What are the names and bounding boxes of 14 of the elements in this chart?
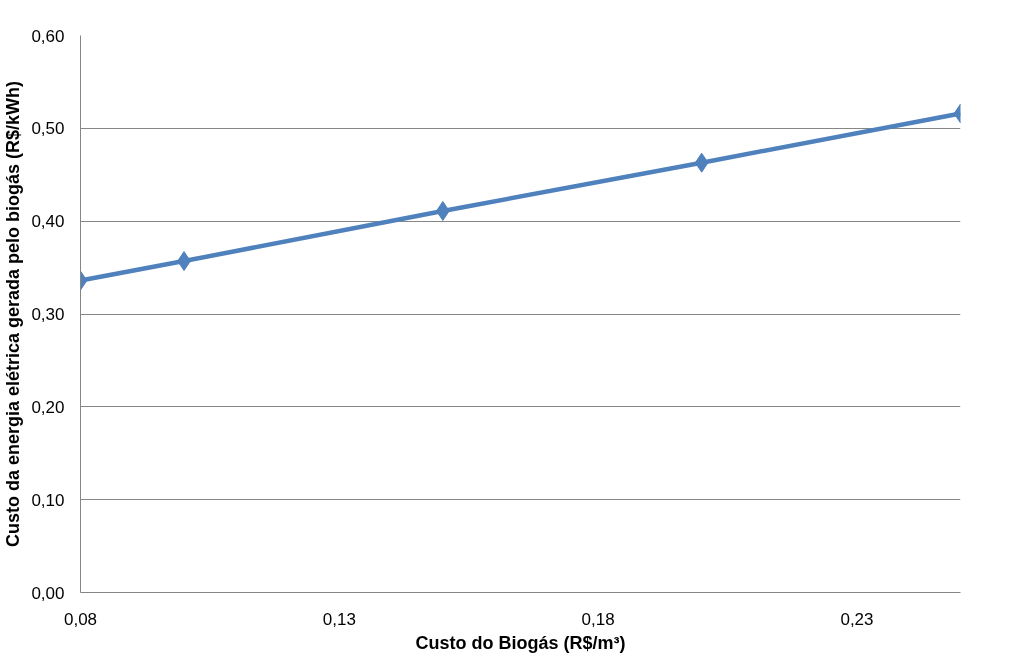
x-tick-label: 0,13 [322,609,356,629]
y-tick-label: 0,20 [31,397,65,417]
y-tick-label: 0,30 [31,305,65,324]
point [694,152,709,173]
y-tick-label: 0,50 [31,119,65,139]
y-tick-label: 0,00 [31,583,65,603]
x-tick-label: 0,08 [63,609,98,629]
x-tick-label: 0,18 [581,609,615,629]
x-tick-label: 0,23 [840,609,874,629]
y-tick-label: 0,60 [31,26,65,46]
y-tick-label: 0,10 [31,490,65,510]
x-axis-title: Custo do Biogás (R$/m³) [415,632,626,653]
y-tick-label: 0,40 [31,212,65,232]
y-axis-title: Custo da energia elétrica gerada pelo biogás (R$/kWh) [3,80,24,548]
